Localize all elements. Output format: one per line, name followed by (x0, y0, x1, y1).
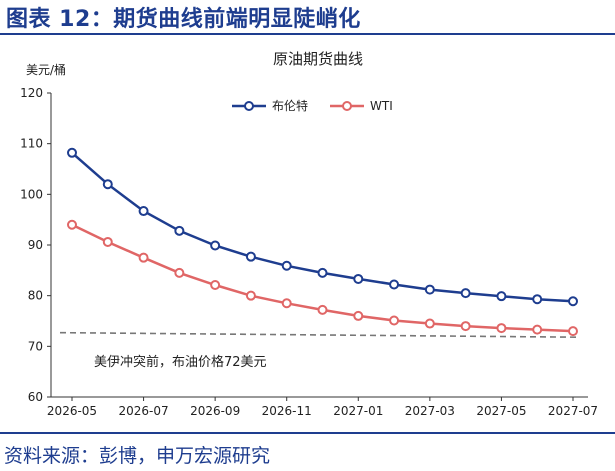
x-tick-label: 2027-05 (476, 404, 526, 418)
y-tick-label: 60 (28, 390, 43, 404)
data-point (67, 219, 77, 230)
x-tick-label: 2026-09 (190, 404, 240, 418)
footer: 资料来源：彭博，申万宏源研究 (0, 432, 615, 471)
legend-swatch-marker (342, 101, 352, 111)
data-point (245, 290, 256, 301)
data-point (174, 267, 185, 278)
data-point (317, 267, 328, 278)
header-rule (0, 33, 615, 35)
legend-item-2: WTI (330, 99, 393, 113)
data-point (210, 280, 221, 291)
series-group (67, 147, 578, 337)
data-point (210, 240, 221, 251)
data-point (532, 324, 543, 335)
y-tick-label: 110 (20, 137, 43, 151)
series-1 (67, 147, 578, 307)
data-point (245, 251, 256, 262)
data-point (496, 291, 507, 302)
x-tick-label: 2027-01 (333, 404, 383, 418)
x-tick-label: 2027-07 (548, 404, 598, 418)
data-point (353, 273, 364, 284)
x-ticks: 2026-05 2026-07 2026-09 2026-11 2027-01 2027-… (47, 397, 598, 418)
footer-rule (0, 432, 615, 434)
series-line (71, 223, 574, 333)
x-tick-label: 2026-05 (47, 404, 97, 418)
data-point (532, 294, 543, 305)
data-point (568, 296, 578, 307)
series-2 (67, 219, 578, 337)
data-point (174, 225, 185, 236)
y-tick-label: 70 (28, 339, 43, 353)
header: 图表 12：期货曲线前端明显陡峭化 (0, 0, 615, 35)
reference-annotation: 美伊冲突前，布油价格72美元 (94, 354, 267, 370)
data-point (496, 323, 507, 334)
data-point (389, 315, 400, 326)
legend-label: WTI (370, 99, 393, 113)
x-tick-label: 2026-07 (119, 404, 169, 418)
data-point (317, 304, 328, 315)
data-point (460, 321, 471, 332)
axes (50, 93, 588, 398)
data-point (353, 310, 364, 321)
y-ticks: 60 70 80 90 100 110 120 (20, 86, 51, 404)
legend-label: 布伦特 (272, 98, 308, 113)
reference-line (59, 331, 581, 339)
data-point (424, 318, 435, 329)
reference-dashed-line (59, 331, 581, 339)
data-point (281, 298, 292, 309)
legend-item-1: 布伦特 (232, 98, 308, 113)
series-line (71, 151, 574, 303)
y-tick-label: 80 (28, 289, 43, 303)
chart-title: 原油期货曲线 (273, 50, 363, 68)
figure-title: 图表 12：期货曲线前端明显陡峭化 (6, 7, 361, 32)
x-tick-label: 2027-03 (405, 404, 455, 418)
data-point (138, 252, 149, 263)
data-point (102, 179, 113, 190)
source-note: 资料来源：彭博，申万宏源研究 (4, 445, 271, 467)
data-point (389, 279, 400, 290)
data-point (424, 284, 435, 295)
y-tick-label: 100 (20, 187, 43, 201)
y-tick-label: 120 (20, 86, 43, 100)
data-point (568, 326, 578, 337)
data-point (460, 288, 471, 299)
x-tick-label: 2026-11 (262, 404, 312, 418)
data-point (102, 236, 113, 247)
legend-swatch-marker (244, 101, 254, 111)
y-axis-label: 美元/桶 (26, 62, 66, 77)
legend: 布伦特 WTI (232, 98, 393, 113)
data-point (67, 147, 77, 158)
data-point (138, 206, 149, 217)
y-tick-label: 90 (28, 238, 43, 252)
data-point (281, 260, 292, 271)
